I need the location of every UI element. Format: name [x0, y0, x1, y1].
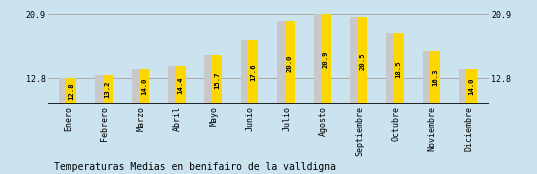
Bar	[212, 55, 222, 104]
Bar	[277, 21, 287, 104]
Bar	[430, 50, 440, 104]
Bar	[205, 55, 215, 104]
Bar	[95, 75, 105, 104]
Text: 20.9: 20.9	[323, 50, 329, 68]
Bar	[321, 14, 331, 104]
Text: 20.5: 20.5	[359, 52, 365, 70]
Text: 12.8: 12.8	[68, 83, 74, 100]
Text: 14.0: 14.0	[141, 78, 147, 95]
Bar	[139, 69, 149, 104]
Bar	[459, 69, 469, 104]
Bar	[387, 33, 397, 104]
Bar	[357, 17, 367, 104]
Bar	[241, 40, 251, 104]
Bar	[168, 66, 178, 104]
Bar	[176, 66, 185, 104]
Text: Temperaturas Medias en benifairo de la valldigna: Temperaturas Medias en benifairo de la v…	[54, 162, 336, 172]
Text: 20.0: 20.0	[287, 54, 293, 72]
Bar	[285, 21, 295, 104]
Bar	[103, 75, 113, 104]
Bar	[66, 78, 76, 104]
Text: 14.0: 14.0	[469, 78, 475, 95]
Bar	[59, 78, 69, 104]
Bar	[423, 50, 433, 104]
Text: 15.7: 15.7	[214, 71, 220, 89]
Text: 13.2: 13.2	[105, 81, 111, 98]
Text: 14.4: 14.4	[177, 76, 184, 94]
Bar	[467, 69, 477, 104]
Bar	[350, 17, 360, 104]
Text: 17.6: 17.6	[250, 64, 256, 81]
Bar	[314, 14, 324, 104]
Bar	[394, 33, 404, 104]
Bar	[132, 69, 142, 104]
Bar	[248, 40, 258, 104]
Text: 16.3: 16.3	[432, 69, 438, 86]
Text: 18.5: 18.5	[396, 60, 402, 77]
